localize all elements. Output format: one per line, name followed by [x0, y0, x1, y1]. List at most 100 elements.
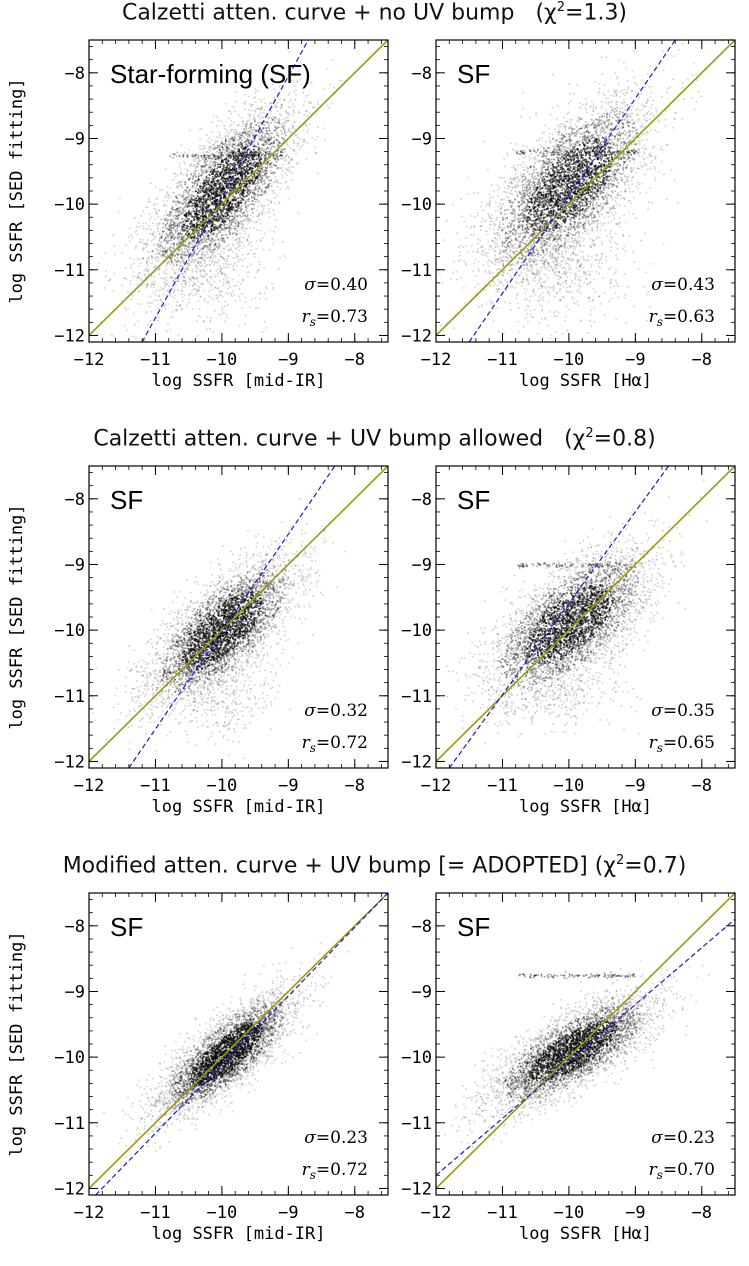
- scatter-point: [206, 279, 209, 282]
- scatter-point: [267, 204, 270, 206]
- scatter-point: [209, 171, 212, 173]
- scatter-point: [173, 222, 175, 225]
- scatter-point: [197, 248, 199, 250]
- scatter-point: [143, 273, 146, 276]
- scatter-point: [242, 212, 245, 215]
- scatter-point: [273, 130, 276, 132]
- scatter-point: [168, 248, 171, 250]
- scatter-point: [264, 121, 266, 123]
- scatter-point: [236, 255, 239, 258]
- scatter-point: [253, 197, 256, 199]
- scatter-point: [178, 213, 181, 216]
- scatter-point: [278, 141, 281, 144]
- scatter-point: [198, 268, 200, 271]
- scatter-point: [180, 228, 183, 231]
- scatter-point: [209, 178, 211, 180]
- scatter-point: [252, 117, 255, 119]
- scatter-point: [178, 277, 180, 279]
- scatter-point: [151, 255, 153, 258]
- scatter-point: [220, 120, 222, 123]
- scatter-point: [182, 237, 185, 240]
- scatter-point: [192, 308, 194, 311]
- scatter-point: [245, 126, 247, 128]
- scatter-point: [209, 243, 212, 246]
- scatter-point: [238, 184, 241, 187]
- scatter-point: [228, 211, 230, 213]
- scatter-point: [187, 235, 189, 238]
- scatter-point: [204, 270, 206, 273]
- scatter-point: [242, 196, 245, 198]
- scatter-point: [104, 287, 106, 289]
- scatter-point: [170, 250, 172, 252]
- scatter-point: [130, 298, 132, 301]
- scatter-point: [217, 287, 220, 289]
- scatter-point: [201, 169, 203, 172]
- scatter-point: [140, 215, 143, 217]
- scatter-point: [270, 162, 273, 164]
- scatter-point: [169, 211, 172, 213]
- scatter-point: [186, 153, 189, 156]
- row-title-chi: (χ: [595, 853, 616, 878]
- scatter-point: [251, 156, 253, 158]
- scatter-point: [268, 199, 270, 202]
- scatter-point: [184, 197, 186, 200]
- scatter-point: [260, 108, 262, 111]
- scatter-point: [234, 187, 237, 189]
- scatter-point: [148, 198, 150, 200]
- scatter-point: [175, 224, 177, 227]
- scatter-point: [176, 260, 178, 263]
- scatter-point: [154, 270, 157, 272]
- scatter-point: [237, 124, 240, 126]
- scatter-point: [298, 111, 300, 113]
- scatter-point: [205, 175, 208, 178]
- scatter-point: [245, 161, 247, 164]
- scatter-point: [305, 110, 307, 112]
- scatter-point: [157, 245, 159, 247]
- scatter-point: [179, 229, 182, 232]
- scatter-point: [238, 222, 240, 224]
- scatter-point: [314, 146, 317, 149]
- scatter-point: [203, 179, 206, 182]
- scatter-point: [263, 174, 266, 177]
- scatter-point: [184, 245, 187, 248]
- scatter-point: [204, 298, 206, 300]
- scatter-point: [241, 143, 243, 145]
- scatter-point: [278, 117, 281, 120]
- scatter-point: [244, 176, 246, 179]
- scatter-point: [170, 219, 172, 222]
- scatter-point: [220, 224, 223, 227]
- scatter-point: [201, 283, 204, 285]
- scatter-point: [230, 190, 233, 192]
- scatter-point: [213, 115, 215, 118]
- scatter-point: [206, 250, 209, 253]
- scatter-point: [142, 238, 144, 241]
- scatter-point: [164, 168, 167, 170]
- scatter-point: [261, 169, 264, 171]
- scatter-point: [232, 218, 235, 221]
- scatter-point: [233, 167, 236, 169]
- scatter-point: [207, 211, 209, 213]
- scatter-point: [234, 165, 236, 168]
- scatter-point: [211, 179, 214, 182]
- scatter-point: [104, 252, 107, 254]
- scatter-point: [226, 277, 229, 279]
- scatter-point: [173, 209, 176, 211]
- scatter-point: [276, 153, 278, 156]
- scatter-point: [208, 244, 211, 246]
- scatter-point: [232, 206, 234, 209]
- scatter-point: [264, 102, 267, 104]
- scatter-point: [200, 198, 203, 200]
- scatter-point: [226, 217, 229, 220]
- scatter-point: [265, 298, 268, 300]
- scatter-point: [245, 154, 248, 157]
- scatter-point: [196, 218, 199, 220]
- scatter-point: [195, 176, 197, 178]
- scatter-point: [255, 188, 257, 191]
- scatter-point: [254, 166, 257, 169]
- scatter-point: [258, 153, 261, 155]
- scatter-point: [165, 204, 168, 207]
- scatter-point: [171, 256, 173, 259]
- scatter-point: [199, 186, 201, 189]
- scatter-point: [222, 190, 225, 193]
- scatter-point: [214, 192, 216, 194]
